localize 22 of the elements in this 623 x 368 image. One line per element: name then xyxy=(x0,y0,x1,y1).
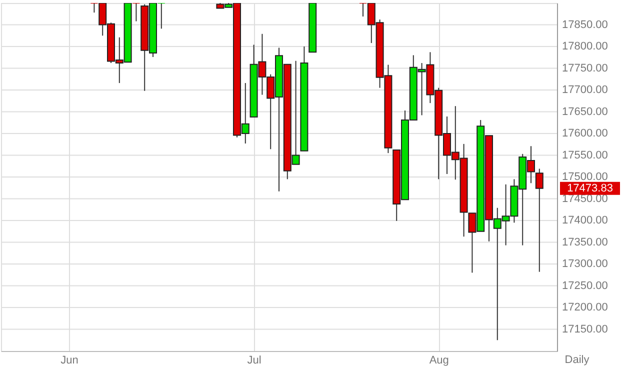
x-tick-label: Aug xyxy=(429,354,449,366)
y-tick-label: 17200.00 xyxy=(562,302,608,314)
y-tick-label: 17850.00 xyxy=(562,18,608,31)
y-tick-label: 17700.00 xyxy=(562,84,608,96)
y-tick-label: 17300.00 xyxy=(562,258,608,270)
y-tick-label: 17650.00 xyxy=(562,106,608,118)
y-tick-label: 17600.00 xyxy=(562,128,608,140)
y-tick-label: 17450.00 xyxy=(562,192,608,205)
x-tick-label: Jun xyxy=(60,354,78,366)
text: 17473.83 xyxy=(567,182,613,194)
candlestick xyxy=(132,3,140,22)
y-tick-label: 17150.00 xyxy=(562,323,608,336)
candlestick xyxy=(535,168,544,272)
y-tick-label: 17550.00 xyxy=(562,149,608,162)
text: Daily xyxy=(564,354,590,366)
y-tick-label: 17800.00 xyxy=(562,40,608,52)
x-tick-label: Jul xyxy=(247,354,262,366)
y-tick-label: 17350.00 xyxy=(562,236,608,248)
y-tick-label: 17500.00 xyxy=(562,171,608,183)
y-tick-label: 17400.00 xyxy=(562,214,608,226)
y-tick-label: 17750.00 xyxy=(562,62,608,74)
y-tick-label: 17250.00 xyxy=(562,280,608,292)
